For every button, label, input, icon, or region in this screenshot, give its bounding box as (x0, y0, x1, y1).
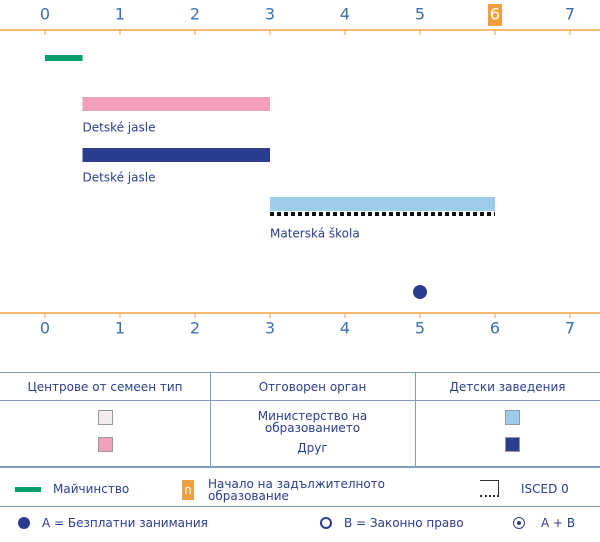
tick-label: 4 (340, 5, 350, 24)
swatch (98, 437, 113, 452)
bar-label: Detské jasle (83, 171, 156, 185)
header: Детски заведения (449, 379, 566, 394)
legend-circle-dot (513, 517, 525, 529)
legend-text: B = Законно право (344, 516, 464, 530)
legend-circle (320, 517, 332, 529)
tick-label: 7 (565, 319, 575, 338)
header: Отговорен орган (258, 379, 367, 394)
age-chart: 0 1 2 3 4 5 6 7 0 1 2 3 4 5 6 7 Detské jasle Detské jasle… (0, 4, 600, 338)
bar-label: Materská škola (270, 227, 360, 241)
legend-item: Майчинство (15, 482, 129, 496)
bar (270, 197, 495, 211)
legend-item: A = Безплатни занимания (18, 516, 208, 530)
dot (413, 285, 427, 299)
tick-label: 0 (40, 319, 50, 338)
swatch (505, 410, 520, 425)
tick-label: 2 (190, 5, 200, 24)
legend-text: Майчинство (53, 482, 130, 496)
tick-label: 7 (565, 5, 575, 24)
rule (0, 466, 600, 468)
tick-label: 6 (490, 5, 500, 24)
col-rule (210, 372, 211, 466)
legend-swatch: n (182, 480, 194, 500)
legend-swatch (15, 486, 41, 492)
header: Центрове от семеен тип (27, 379, 183, 394)
legend-item: ISCED 0 (480, 480, 569, 497)
tick-label: 3 (265, 319, 275, 338)
rule (0, 400, 600, 401)
tick-label: 5 (415, 319, 425, 338)
bar (82, 97, 270, 111)
legend-swatch (480, 480, 499, 497)
legend-text: A = Безплатни занимания (42, 516, 208, 530)
swatch (98, 410, 113, 425)
bar (82, 148, 270, 162)
legend-text: Начало на задължителното образование (208, 477, 386, 503)
legend-item: n Начало на задължителното образование (182, 478, 438, 502)
legend-text: ISCED 0 (521, 481, 569, 496)
tick-label: 0 (40, 5, 50, 24)
rule (0, 506, 600, 507)
legend-text: A + B (541, 516, 576, 530)
tick-label: 1 (115, 5, 125, 24)
tick-label: 6 (490, 319, 500, 338)
tick-label: 1 (115, 319, 125, 338)
col-rule (415, 372, 416, 466)
tick-label: 2 (190, 319, 200, 338)
body-text: Друг (297, 441, 328, 455)
bar-label: Detské jasle (83, 121, 156, 135)
legend-item: A + B (513, 516, 575, 530)
compulsory-marker (488, 4, 502, 26)
tick-label: 4 (340, 319, 350, 338)
tick-label: 3 (265, 5, 275, 24)
body-text: Министерство на образованието (257, 409, 368, 435)
swatch (505, 437, 520, 452)
rule (0, 372, 600, 373)
legend-item: B = Законно право (320, 516, 464, 530)
legend-dot (18, 517, 30, 529)
bar (45, 55, 83, 61)
tick-label: 5 (415, 5, 425, 24)
